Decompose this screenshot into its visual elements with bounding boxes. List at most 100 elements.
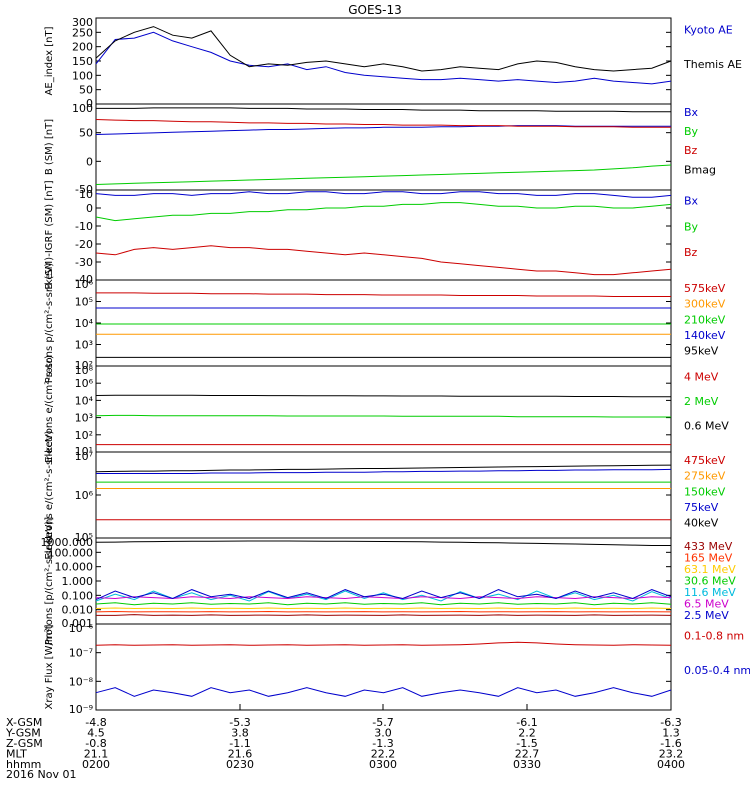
- series-line-11.6-mev: [96, 591, 671, 601]
- legend-entry: 575keV: [684, 282, 726, 295]
- panel-frame: [96, 452, 671, 538]
- legend-entry: 475keV: [684, 454, 726, 467]
- legend-entry: 300keV: [684, 298, 726, 311]
- x-tick-label: 0230: [226, 758, 254, 771]
- series-line-by: [96, 165, 671, 185]
- panel-frame: [96, 190, 671, 280]
- y-tick-label: 10⁻⁸: [69, 675, 94, 688]
- legend-entry: 2 MeV: [684, 395, 719, 408]
- y-tick-label: 10³: [75, 339, 93, 352]
- y-tick-label: 100: [72, 102, 93, 115]
- series-line-by: [96, 203, 671, 221]
- y-axis-label: Xray Flux [W/m²]: [44, 624, 55, 709]
- y-tick-label: 1.000: [62, 575, 94, 588]
- legend-entry: By: [684, 220, 699, 233]
- y-tick-label: -10: [75, 220, 93, 233]
- legend-entry: 0.6 MeV: [684, 420, 729, 433]
- panel-frame: [96, 104, 671, 190]
- y-tick-label: -30: [75, 256, 93, 269]
- y-tick-label: 10²: [75, 429, 93, 442]
- y-axis-label: B (SM) [nT]: [44, 119, 55, 175]
- legend-entry: 140keV: [684, 329, 726, 342]
- x-tick-label: 0200: [82, 758, 110, 771]
- series-line-75kev: [96, 469, 671, 473]
- y-tick-label: 10⁶: [75, 489, 94, 502]
- x-tick-label: 0330: [513, 758, 541, 771]
- series-line-63.1-mev: [96, 608, 671, 609]
- legend-entry: 210keV: [684, 313, 726, 326]
- y-tick-label: 10⁴: [75, 394, 94, 407]
- y-tick-label: -20: [75, 238, 93, 251]
- date-label: 2016 Nov 01: [6, 768, 76, 781]
- panel-frame: [96, 538, 671, 624]
- legend-entry: 150keV: [684, 485, 726, 498]
- y-tick-label: 10⁻⁶: [69, 622, 94, 635]
- legend-entry: 4 MeV: [684, 370, 719, 383]
- y-tick-label: 0.100: [62, 589, 94, 602]
- y-tick-label: 10⁷: [75, 450, 93, 463]
- y-tick-label: 10³: [75, 412, 93, 425]
- series-line-30.6-mev: [96, 603, 671, 605]
- series-line-0.1-0.8-nm: [96, 642, 671, 645]
- legend-entry: 2.5 MeV: [684, 609, 729, 622]
- series-line-0.05-0.4-nm: [96, 688, 671, 697]
- series-line-0.6-mev: [96, 395, 671, 397]
- series-line-40kev: [96, 465, 671, 472]
- y-tick-label: 10⁵: [75, 296, 93, 309]
- series-line-575kev: [96, 293, 671, 297]
- legend-entry: 0.05-0.4 nm: [684, 664, 750, 677]
- legend-entry: 95keV: [684, 345, 719, 358]
- legend-entry: Bmag: [684, 163, 716, 176]
- panel-frame: [96, 366, 671, 452]
- legend-entry: By: [684, 125, 699, 138]
- legend-entry: Bx: [684, 195, 699, 208]
- y-tick-label: 50: [79, 127, 93, 140]
- panel-3: 100-10-20-30-40B (SM)-IGRF (SM) [nT]BxBy…: [44, 180, 699, 289]
- legend-entry: 275keV: [684, 470, 726, 483]
- y-tick-label: 10.000: [55, 561, 94, 574]
- series-line-bz: [96, 246, 671, 275]
- series-line-bx: [96, 192, 671, 197]
- y-tick-label: 0.010: [62, 604, 94, 617]
- legend-entry: 75keV: [684, 501, 719, 514]
- y-tick-label: 10: [79, 188, 93, 201]
- legend-entry: Bz: [684, 246, 698, 259]
- legend-entry: Kyoto AE: [684, 23, 733, 36]
- legend-entry: Bz: [684, 144, 698, 157]
- y-tick-label: 10⁶: [75, 278, 94, 291]
- series-line-2-mev: [96, 415, 671, 417]
- series-line-bmag: [96, 108, 671, 112]
- x-tick-label: 0300: [369, 758, 397, 771]
- y-tick-label: 0: [86, 155, 93, 168]
- legend-entry: Bx: [684, 106, 699, 119]
- y-tick-label: 250: [72, 26, 93, 39]
- panel-frame: [96, 624, 671, 710]
- legend-entry: Themis AE: [683, 58, 742, 71]
- series-line-6.5-mev: [96, 597, 671, 599]
- series-line-unnamed: [96, 541, 671, 546]
- y-tick-label: 150: [72, 55, 93, 68]
- series-line-themis-ae: [96, 27, 671, 71]
- y-tick-label: 10⁸: [75, 364, 94, 377]
- panel-7: 1000.000100.00010.0001.0000.1000.0100.00…: [41, 517, 737, 645]
- y-tick-label: 200: [72, 41, 93, 54]
- y-tick-label: 10⁻⁹: [69, 703, 93, 716]
- panel-frame: [96, 18, 671, 104]
- y-tick-label: 10⁴: [75, 317, 94, 330]
- y-axis-label: AE_index [nT]: [44, 26, 55, 95]
- chart-title: GOES-13: [348, 3, 402, 17]
- y-tick-label: 100: [72, 69, 93, 82]
- x-tick-label: 0400: [657, 758, 685, 771]
- legend-entry: 0.1-0.8 nm: [684, 629, 744, 642]
- legend-entry: 40keV: [684, 517, 719, 530]
